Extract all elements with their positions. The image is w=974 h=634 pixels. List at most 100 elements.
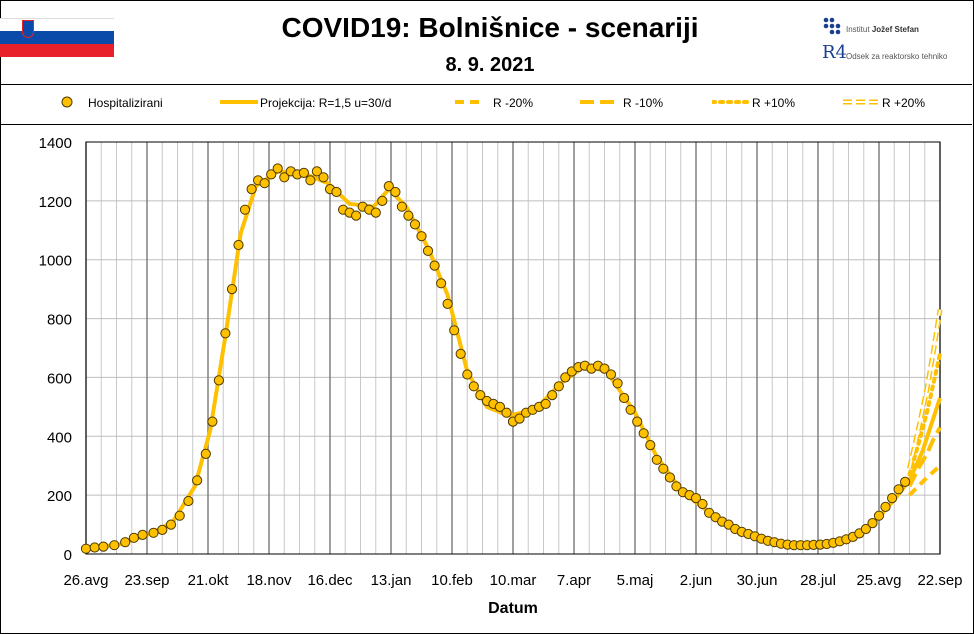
data-point-hospitalized: [625, 404, 636, 415]
data-point-hospitalized: [645, 440, 656, 451]
data-point-hospitalized: [442, 298, 453, 309]
data-point-hospitalized: [873, 510, 885, 521]
y-tick-label: 200: [47, 488, 72, 505]
data-point-hospitalized: [599, 363, 610, 374]
legend-label: R +10%: [752, 96, 796, 110]
data-point-hospitalized: [213, 375, 224, 386]
chart-legend: Hospitalizirani Projekcija: R=1,5 u=30/d…: [0, 84, 972, 124]
data-point-hospitalized: [651, 454, 662, 465]
data-point-hospitalized: [226, 284, 238, 295]
x-tick-label: 21.okt: [188, 572, 230, 589]
y-tick-label: 1200: [39, 194, 72, 211]
header-divider: [0, 84, 972, 85]
data-point-hospitalized: [305, 175, 316, 186]
data-point-hospitalized: [887, 493, 898, 504]
data-point-hospitalized: [664, 472, 676, 483]
legend-divider: [0, 124, 972, 125]
x-tick-label: 2.jun: [680, 572, 713, 589]
data-point-hospitalized: [120, 537, 131, 548]
data-point-hospitalized: [239, 204, 251, 215]
x-tick-label: 26.avg: [63, 572, 108, 589]
legend-dash-line-icon: [455, 100, 483, 104]
data-point-hospitalized: [560, 372, 571, 383]
data-point-hospitalized: [867, 518, 878, 529]
x-tick-label: 18.nov: [246, 572, 292, 589]
x-tick-label: 30.jun: [737, 572, 778, 589]
data-point-hospitalized: [638, 428, 649, 439]
data-point-hospitalized: [475, 390, 486, 401]
data-point-hospitalized: [298, 167, 309, 178]
data-point-hospitalized: [279, 172, 290, 183]
data-point-hospitalized: [259, 178, 270, 189]
x-tick-label: 23.sep: [124, 572, 169, 589]
data-point-hospitalized: [318, 172, 329, 183]
x-tick-label: 22.sep: [917, 572, 962, 589]
slovenia-flag-icon: [0, 18, 114, 57]
series-r-plus20-line-inner: [908, 309, 941, 469]
legend-label: Hospitalizirani: [88, 96, 163, 110]
data-point-hospitalized: [377, 195, 388, 206]
data-point-hospitalized: [137, 529, 148, 541]
legend-dot-line-icon: [712, 100, 752, 104]
data-point-hospitalized: [880, 501, 891, 512]
data-point-hospitalized: [547, 390, 558, 401]
x-tick-label: 25.avg: [856, 572, 901, 589]
y-tick-label: 400: [47, 429, 72, 446]
data-point-hospitalized: [416, 231, 427, 242]
data-point-hospitalized: [370, 207, 381, 218]
series-r-minus20-line: [908, 464, 942, 497]
data-point-hospitalized: [449, 325, 460, 336]
data-point-hospitalized: [80, 543, 92, 554]
legend-longdash-line-icon: [580, 100, 618, 104]
data-point-hospitalized: [455, 348, 466, 359]
data-point-hospitalized: [422, 245, 434, 256]
legend-hollow-line-icon: [843, 99, 878, 105]
data-point-hospitalized: [157, 524, 168, 536]
coat-of-arms-icon: [22, 20, 34, 38]
data-point-hospitalized: [632, 416, 643, 427]
data-point-hospitalized: [619, 392, 630, 404]
data-point-hospitalized: [514, 413, 525, 424]
data-point-hospitalized: [697, 498, 708, 510]
x-tick-label: 16.dec: [307, 572, 353, 589]
page-title: COVID19: Bolnišnice - scenariji: [281, 12, 699, 43]
legend-marker-icon: [61, 96, 73, 108]
data-point-hospitalized: [233, 239, 244, 251]
data-point-hospitalized: [553, 381, 564, 392]
data-point-hospitalized: [183, 495, 194, 507]
data-point-hospitalized: [462, 369, 473, 380]
data-point-hospitalized: [436, 278, 447, 289]
data-point-hospitalized: [109, 540, 120, 551]
data-point-hospitalized: [605, 369, 617, 380]
institute-prefix: Institut: [846, 25, 870, 34]
data-point-hospitalized: [429, 260, 440, 271]
data-point-hospitalized: [128, 532, 139, 543]
x-tick-label: 28.jul: [800, 572, 836, 589]
flag-red-stripe: [0, 44, 114, 57]
data-point-hospitalized: [468, 381, 479, 392]
data-point-hospitalized: [311, 166, 322, 177]
data-point-hospitalized: [690, 493, 702, 504]
institute-bold-name: Jožef Stefan: [871, 25, 919, 34]
r4-logo-icon: R4: [822, 42, 848, 63]
y-tick-label: 800: [47, 312, 72, 329]
series-r-plus10-line: [907, 351, 942, 477]
x-axis-title: Datum: [488, 600, 538, 617]
institute-name: Institut Jožef Stefan: [846, 25, 919, 34]
data-point-hospitalized: [658, 463, 669, 474]
data-point-hospitalized: [403, 210, 414, 221]
data-point-hospitalized: [207, 416, 218, 427]
data-point-hospitalized: [501, 407, 512, 418]
y-tick-label: 0: [64, 547, 72, 564]
x-tick-label: 5.maj: [617, 572, 654, 589]
data-point-hospitalized: [165, 519, 177, 530]
data-point-hospitalized: [390, 186, 401, 198]
data-point-hospitalized: [540, 398, 551, 409]
data-point-hospitalized: [900, 476, 911, 487]
y-tick-label: 600: [47, 370, 72, 387]
institute-dots-icon: [823, 17, 841, 35]
data-point-hospitalized: [331, 186, 342, 198]
x-tick-label: 13.jan: [371, 572, 412, 589]
data-point-hospitalized: [266, 169, 277, 180]
